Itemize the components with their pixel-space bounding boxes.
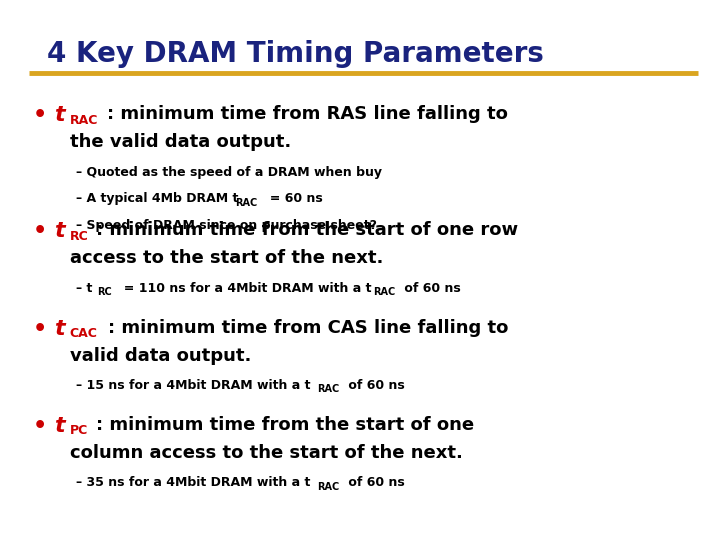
Text: – 15 ns for a 4Mbit DRAM with a t: – 15 ns for a 4Mbit DRAM with a t	[76, 379, 310, 392]
Text: – 35 ns for a 4Mbit DRAM with a t: – 35 ns for a 4Mbit DRAM with a t	[76, 476, 310, 489]
Text: column access to the start of the next.: column access to the start of the next.	[70, 444, 463, 462]
Text: t: t	[54, 319, 65, 339]
Text: •: •	[32, 416, 47, 436]
Text: PC: PC	[70, 424, 88, 437]
Text: the valid data output.: the valid data output.	[70, 133, 291, 151]
Text: •: •	[32, 105, 47, 125]
Text: – t: – t	[76, 282, 92, 295]
Text: RAC: RAC	[317, 482, 339, 491]
Text: = 60 ns: = 60 ns	[261, 192, 323, 205]
Text: t: t	[54, 105, 65, 125]
Text: = 110 ns for a 4Mbit DRAM with a t: = 110 ns for a 4Mbit DRAM with a t	[115, 282, 372, 295]
Text: of 60 ns: of 60 ns	[344, 379, 405, 392]
Text: : minimum time from the start of one: : minimum time from the start of one	[96, 416, 474, 434]
Text: – A typical 4Mb DRAM t: – A typical 4Mb DRAM t	[76, 192, 238, 205]
Text: CAC: CAC	[70, 327, 98, 340]
Text: valid data output.: valid data output.	[70, 347, 251, 364]
Text: •: •	[32, 319, 47, 339]
Text: •: •	[32, 221, 47, 241]
Text: RAC: RAC	[235, 198, 258, 208]
Text: – Quoted as the speed of a DRAM when buy: – Quoted as the speed of a DRAM when buy	[76, 166, 382, 179]
Text: of 60 ns: of 60 ns	[344, 476, 405, 489]
Text: RAC: RAC	[317, 384, 339, 394]
Text: t: t	[54, 221, 65, 241]
Text: RC: RC	[97, 287, 112, 297]
Text: RAC: RAC	[70, 114, 98, 127]
Text: : minimum time from RAS line falling to: : minimum time from RAS line falling to	[107, 105, 508, 123]
Text: access to the start of the next.: access to the start of the next.	[70, 249, 383, 267]
Text: : minimum time from the start of one row: : minimum time from the start of one row	[96, 221, 518, 239]
Text: t: t	[54, 416, 65, 436]
Text: : minimum time from CAS line falling to: : minimum time from CAS line falling to	[108, 319, 508, 336]
Text: RAC: RAC	[373, 287, 395, 297]
Text: – Speed of DRAM since on purchase sheet?: – Speed of DRAM since on purchase sheet?	[76, 219, 377, 232]
Text: RC: RC	[70, 230, 89, 243]
Text: of 60 ns: of 60 ns	[400, 282, 460, 295]
Text: 4 Key DRAM Timing Parameters: 4 Key DRAM Timing Parameters	[47, 40, 544, 69]
